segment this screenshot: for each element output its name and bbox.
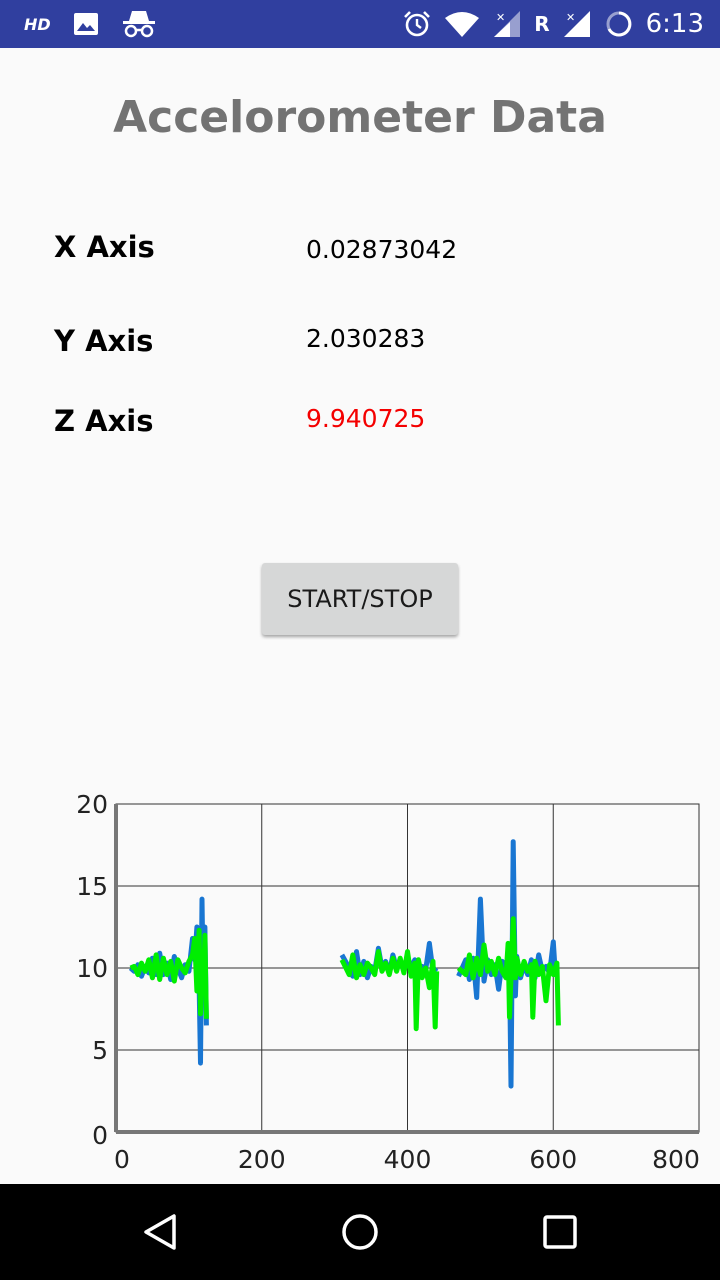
- back-icon[interactable]: [140, 1212, 180, 1252]
- y-axis-label: Y Axis: [54, 324, 154, 358]
- x-tick-label: 0: [114, 1145, 130, 1174]
- x-tick-label: 800: [652, 1145, 700, 1174]
- y-tick-label: 10: [76, 954, 108, 983]
- page-title: Accelorometer Data: [113, 92, 607, 143]
- x-tick-label: 200: [238, 1145, 286, 1174]
- x-axis-value: 0.02873042: [306, 235, 458, 264]
- x-tick-label: 600: [529, 1145, 577, 1174]
- svg-text:✕: ✕: [496, 11, 505, 24]
- y-tick-label: 0: [92, 1121, 108, 1150]
- incognito-icon: [122, 11, 155, 38]
- navigation-bar: [0, 1184, 720, 1280]
- y-tick-label: 20: [76, 790, 108, 819]
- status-bar: HD ✕ R ✕: [0, 0, 720, 48]
- signal-icon: ✕: [494, 11, 521, 37]
- battery-saver-icon: [606, 11, 632, 37]
- x-tick-label: 400: [384, 1145, 432, 1174]
- svg-text:✕: ✕: [566, 11, 575, 24]
- accelerometer-chart: 0 200 400 600 800 0 5 10 15 20: [76, 790, 700, 1174]
- series-2-line: [339, 949, 440, 1032]
- wifi-icon: [445, 12, 480, 37]
- home-icon[interactable]: [340, 1212, 380, 1252]
- alarm-icon: [404, 11, 431, 37]
- x-axis-label: X Axis: [54, 230, 155, 264]
- y-tick-label: 5: [92, 1036, 108, 1065]
- series-2-line: [456, 916, 561, 1026]
- clock: 6:13: [645, 9, 704, 39]
- roaming-signal-icon: ✕: [563, 11, 590, 37]
- recents-icon[interactable]: [542, 1214, 578, 1250]
- y-axis-value: 2.030283: [306, 324, 426, 353]
- z-axis-value: 9.940725: [306, 404, 426, 433]
- series-2-line: [129, 927, 209, 1019]
- start-stop-button[interactable]: START/STOP: [262, 563, 458, 635]
- hd-voice-label: HD: [24, 14, 51, 34]
- z-axis-label: Z Axis: [54, 404, 154, 438]
- image-icon: [73, 13, 98, 35]
- y-tick-label: 15: [76, 872, 108, 901]
- roaming-label: R: [534, 12, 550, 36]
